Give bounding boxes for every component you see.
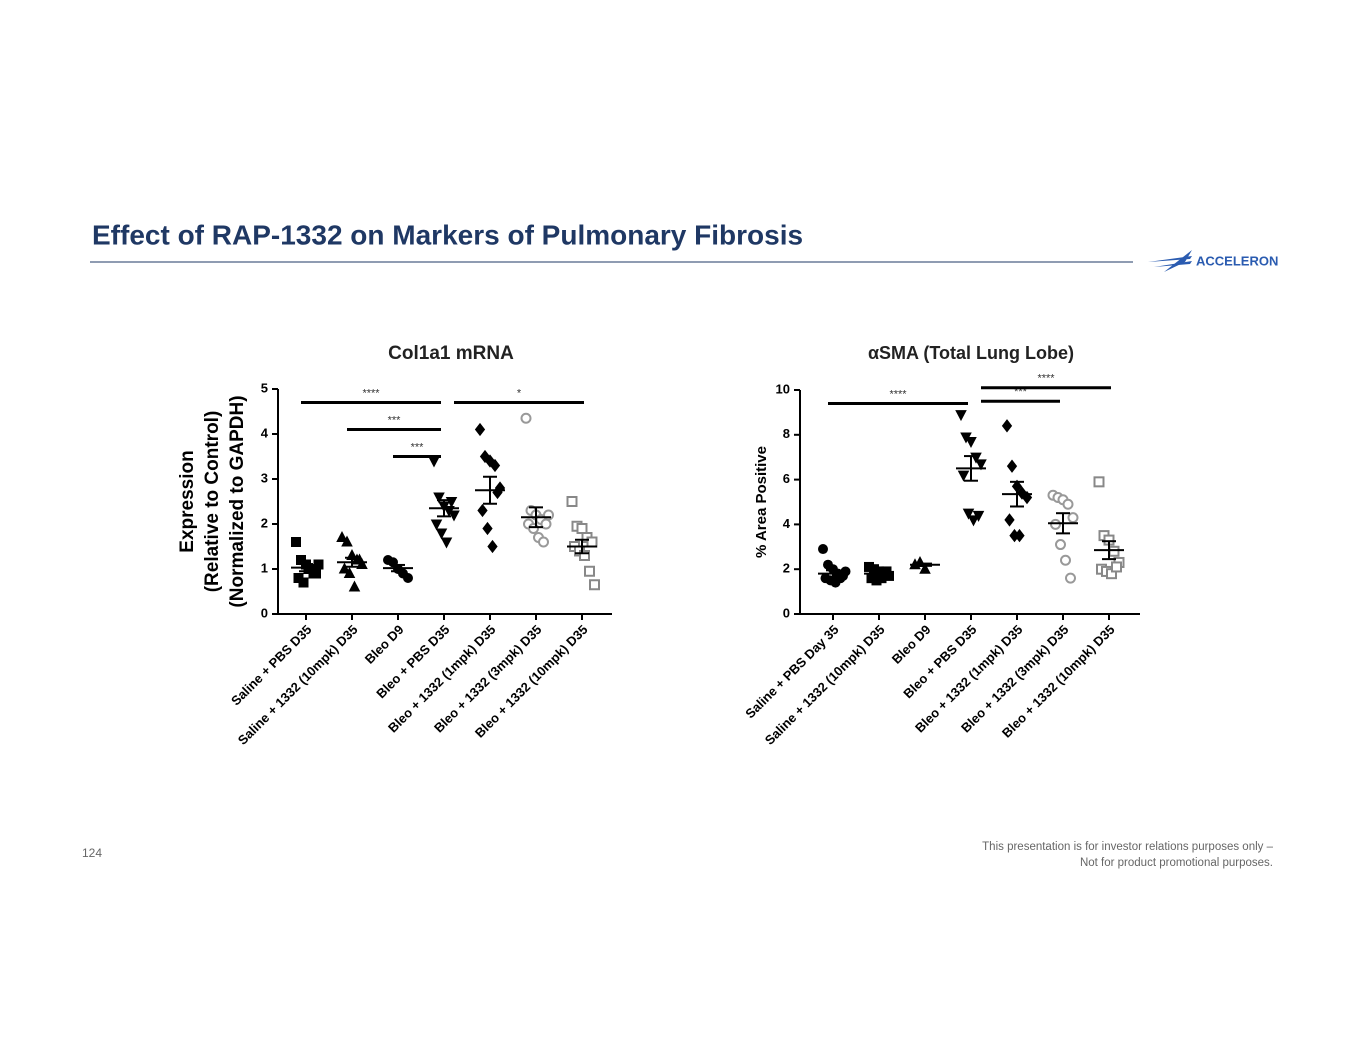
data-point (1006, 459, 1018, 473)
data-point (487, 539, 498, 554)
data-point (348, 580, 361, 592)
data-point (584, 565, 595, 577)
data-point (965, 436, 977, 448)
data-point (566, 496, 578, 507)
data-point (818, 544, 828, 555)
y-tick-label: 4 (261, 425, 269, 440)
page-number: 124 (82, 846, 102, 860)
y-tick-label: 3 (261, 470, 268, 485)
data-point (477, 503, 488, 518)
significance-label: **** (889, 388, 907, 400)
data-point (576, 523, 588, 534)
y-tick-label: 0 (783, 605, 790, 620)
chart-title: Col1a1 mRNA (388, 343, 514, 364)
y-axis-label: Expression (177, 450, 198, 552)
data-point (1111, 561, 1122, 573)
y-tick-label: 8 (783, 426, 790, 441)
data-point (919, 562, 931, 574)
data-point (435, 528, 448, 540)
data-point (1062, 498, 1074, 510)
significance-label: **** (1037, 373, 1055, 385)
data-point (430, 519, 443, 531)
data-point (336, 531, 348, 543)
y-tick-label: 0 (261, 605, 268, 620)
data-point (957, 470, 970, 482)
data-point (313, 559, 324, 570)
logo-text: ACCELERON (1196, 253, 1278, 268)
data-point (579, 550, 590, 561)
data-point (403, 573, 413, 583)
y-tick-label: 6 (783, 471, 790, 486)
data-point (1067, 512, 1079, 524)
data-point (972, 510, 985, 522)
y-axis-label: (Relative to Control) (202, 411, 223, 593)
data-point (440, 537, 453, 549)
data-point (433, 492, 445, 504)
slide-title: Effect of RAP-1332 on Markers of Pulmona… (92, 219, 803, 250)
x-tick-label: Saline + PBS D35 (228, 622, 314, 708)
data-point (967, 515, 980, 527)
chart-title: αSMA (Total Lung Lobe) (868, 343, 1074, 363)
data-point (1016, 486, 1028, 500)
data-point (338, 562, 351, 574)
logo-mark (1148, 250, 1192, 272)
footer-note: Not for product promotional purposes. (1080, 857, 1273, 869)
data-point (343, 567, 356, 579)
data-point (975, 459, 987, 471)
y-axis-label: % Area Positive (753, 446, 770, 558)
data-point (1108, 545, 1120, 557)
data-point (520, 412, 532, 424)
data-point (538, 536, 549, 548)
y-tick-label: 4 (783, 516, 791, 531)
data-point (482, 521, 493, 536)
significance-label: **** (362, 387, 380, 399)
data-point (291, 537, 301, 547)
y-tick-label: 5 (261, 380, 268, 395)
data-point (1050, 518, 1061, 530)
y-tick-label: 1 (261, 560, 268, 575)
data-point (1001, 419, 1013, 433)
significance-label: *** (388, 414, 402, 426)
x-tick-label: Bleo D9 (889, 622, 934, 667)
data-point (341, 535, 353, 547)
data-point (589, 579, 600, 591)
y-axis-label: (Normalized to GAPDH) (227, 395, 248, 607)
data-point (298, 577, 309, 588)
y-tick-label: 10 (776, 381, 790, 396)
y-tick-label: 2 (261, 515, 268, 530)
data-point (428, 456, 440, 468)
data-point (962, 508, 975, 520)
data-point (955, 410, 967, 422)
data-point (474, 422, 486, 437)
data-point (1055, 539, 1066, 551)
x-tick-label: Bleo D9 (362, 622, 407, 667)
data-point (1093, 476, 1105, 488)
data-point (1065, 572, 1076, 584)
data-point (1014, 528, 1025, 543)
data-point (489, 458, 501, 473)
footer-note: This presentation is for investor relati… (982, 841, 1273, 853)
data-point (448, 510, 460, 522)
significance-label: *** (411, 441, 425, 453)
significance-label: * (517, 387, 522, 399)
data-point (1004, 513, 1015, 527)
y-tick-label: 2 (783, 561, 790, 576)
data-point (1060, 554, 1071, 566)
